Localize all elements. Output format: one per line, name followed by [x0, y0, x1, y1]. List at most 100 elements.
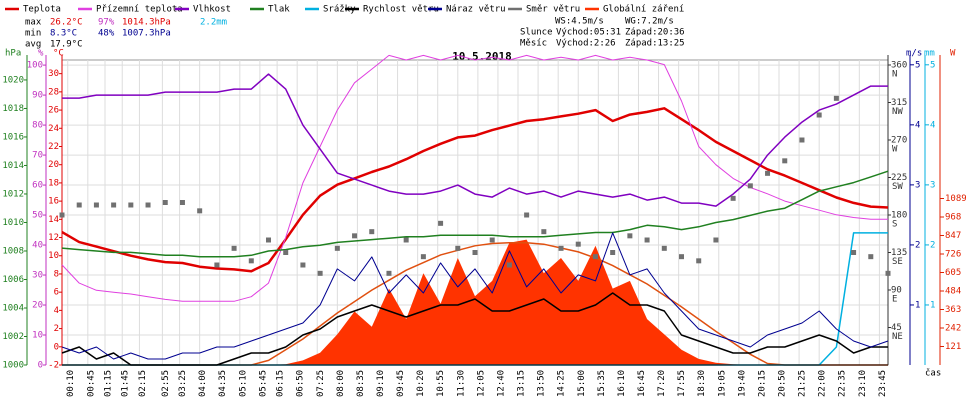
- y-tick-label: 363: [945, 305, 961, 315]
- direction-point: [248, 258, 254, 264]
- y-tick-label: 90: [891, 286, 902, 296]
- y-tick-label: 270: [891, 136, 907, 146]
- direction-point: [610, 250, 616, 255]
- y-tick-label: 22: [48, 142, 59, 152]
- x-tick-label: 16:45: [637, 370, 647, 397]
- direction-point: [627, 233, 633, 239]
- x-tick-label: 10:20: [416, 370, 426, 397]
- y-tick-label: -2: [48, 361, 59, 371]
- direction-point: [816, 112, 822, 118]
- y-tick-label: 0: [54, 342, 59, 352]
- y-tick-label: 5: [930, 60, 935, 70]
- direction-point: [386, 270, 392, 276]
- stat-value: 26.2°C: [50, 18, 83, 28]
- direction-point: [93, 202, 99, 208]
- y-tick-label: 1089: [945, 194, 966, 204]
- x-tick-label: 09:10: [376, 370, 386, 397]
- y-tick-label: 4: [915, 120, 920, 130]
- direction-point: [455, 245, 461, 251]
- y-tick-label: 1004: [2, 303, 24, 313]
- y-tick-label: 30: [32, 271, 43, 281]
- y-tick-label: 1010: [2, 218, 24, 228]
- x-tick-label: 23:10: [858, 370, 868, 397]
- x-tick-label: 13:15: [517, 370, 527, 397]
- direction-point: [592, 254, 598, 260]
- y-tick-label: 121: [945, 342, 961, 352]
- y-tick-label: 3: [930, 180, 935, 190]
- x-tick-label: 08:35: [356, 370, 366, 397]
- x-tick-label: 16:10: [617, 370, 627, 397]
- y-tick-label: 0: [38, 361, 43, 371]
- stat-value: Východ:2:26: [556, 39, 616, 49]
- y-tick-label: 10: [48, 251, 59, 261]
- legend-label: Tlak: [268, 5, 290, 15]
- y-tick-label: 1006: [2, 275, 24, 285]
- direction-point: [231, 245, 237, 251]
- y-tick-label: 90: [32, 91, 43, 101]
- axis-unit: °C: [53, 49, 64, 59]
- series-line: [62, 73, 888, 207]
- direction-point: [782, 158, 788, 164]
- direction-point: [885, 270, 891, 276]
- x-tick-label: 04:35: [218, 370, 228, 397]
- direction-point: [661, 245, 667, 251]
- y-tick-label: 225: [891, 173, 907, 183]
- direction-point: [334, 245, 340, 251]
- y-tick-label: 180: [891, 211, 907, 221]
- y-tick-label: 2: [915, 240, 920, 250]
- x-tick-label: 20:15: [757, 370, 767, 397]
- legend-label: Rychlost větru: [363, 5, 439, 15]
- axis-unit: W: [950, 49, 956, 59]
- direction-point: [506, 262, 512, 268]
- direction-point: [541, 229, 547, 235]
- x-tick-label: 21:25: [798, 370, 808, 397]
- direction-point: [747, 183, 753, 189]
- direction-point: [162, 200, 168, 205]
- direction-point: [179, 200, 185, 205]
- y-tick-label: 80: [32, 121, 43, 131]
- direction-point: [833, 95, 839, 101]
- y-tick-label: 484: [945, 287, 961, 297]
- y-tick-label: 1: [915, 300, 920, 310]
- series-line: [61, 232, 889, 360]
- y-tick-label: 60: [32, 181, 43, 191]
- stat-value: 48%: [98, 29, 115, 39]
- stat-value: Východ:05:31: [556, 28, 621, 38]
- x-tick-label: 15:35: [597, 370, 607, 397]
- y-tick-label: 1018: [2, 104, 24, 114]
- compass-label: S: [892, 220, 897, 230]
- stat-label: Slunce: [520, 28, 553, 38]
- x-tick-label: 12:05: [476, 370, 486, 397]
- compass-label: SE: [892, 257, 903, 267]
- x-tick-label: 12:40: [496, 370, 506, 397]
- y-tick-label: 30: [48, 69, 59, 79]
- x-tick-label: 02:55: [161, 370, 171, 397]
- direction-point: [438, 220, 444, 226]
- x-tick-label: 00:45: [86, 370, 96, 397]
- x-tick-label: 14:25: [557, 370, 567, 397]
- legend-label: Srážky: [323, 5, 356, 15]
- y-tick-label: 20: [32, 301, 43, 311]
- x-tick-label: 15:00: [577, 370, 587, 397]
- stat-value: 1007.3hPa: [122, 29, 171, 39]
- legend-label: Teplota: [23, 5, 61, 15]
- direction-point: [403, 237, 409, 243]
- compass-label: W: [892, 145, 898, 155]
- y-tick-label: 100: [27, 61, 43, 71]
- direction-point: [799, 137, 805, 143]
- stat-label: min: [25, 29, 41, 39]
- y-tick-label: 70: [32, 151, 43, 161]
- direction-point: [145, 202, 151, 208]
- direction-point: [730, 195, 736, 201]
- x-tick-label: 01:15: [104, 370, 114, 397]
- y-tick-label: 6: [54, 288, 59, 298]
- stat-value: 2.2mm: [200, 18, 227, 28]
- direction-point: [76, 202, 82, 208]
- compass-label: E: [892, 295, 897, 305]
- axis-unit: hPa: [5, 49, 21, 59]
- x-tick-label: 18:30: [697, 370, 707, 397]
- stat-value: Západ:13:25: [625, 39, 685, 49]
- y-tick-label: 360: [891, 61, 907, 71]
- y-tick-label: 726: [945, 250, 961, 260]
